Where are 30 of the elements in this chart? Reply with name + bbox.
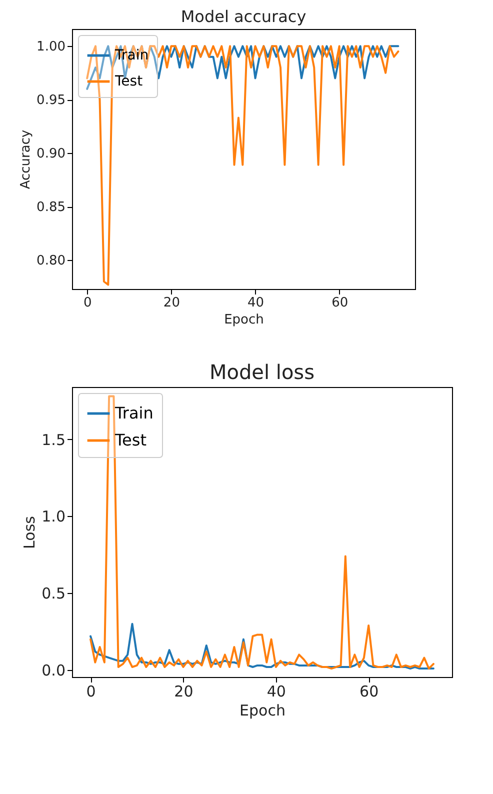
x-axis-title: Epoch	[224, 312, 264, 328]
x-tick-label: 20	[174, 682, 194, 700]
y-tick-label: 0.0	[42, 662, 66, 680]
y-tick-label: 0.5	[42, 584, 66, 603]
y-tick-label: 0.85	[36, 200, 66, 216]
y-tick-label: 1.5	[42, 430, 66, 449]
x-tick-label: 40	[266, 682, 286, 700]
chart-title: Model accuracy	[180, 7, 306, 26]
legend-label: Train	[114, 404, 154, 422]
legend-label: Test	[114, 74, 144, 90]
line-series	[86, 45, 400, 90]
y-tick-label: 0.80	[36, 254, 66, 269]
y-tick-label: 1.00	[36, 40, 66, 55]
x-tick-label: 0	[86, 682, 96, 700]
chart-title: Model loss	[209, 360, 315, 384]
y-tick-label: 1.0	[42, 508, 66, 526]
x-tick-label: 60	[360, 682, 379, 700]
x-axis-title: Epoch	[240, 702, 286, 720]
legend-label: Test	[114, 430, 147, 450]
x-tick-label: 40	[247, 296, 264, 310]
line-series	[90, 622, 434, 670]
x-tick-label: 60	[332, 296, 348, 310]
x-tick-label: 0	[83, 296, 92, 310]
y-tick-label: 0.95	[36, 93, 66, 108]
y-axis-title: Accuracy	[18, 130, 34, 190]
y-axis-title: Loss	[20, 516, 39, 549]
line-series	[86, 45, 400, 286]
y-tick-label: 0.90	[36, 146, 66, 162]
x-tick-label: 20	[163, 296, 180, 310]
line-series	[90, 395, 434, 670]
